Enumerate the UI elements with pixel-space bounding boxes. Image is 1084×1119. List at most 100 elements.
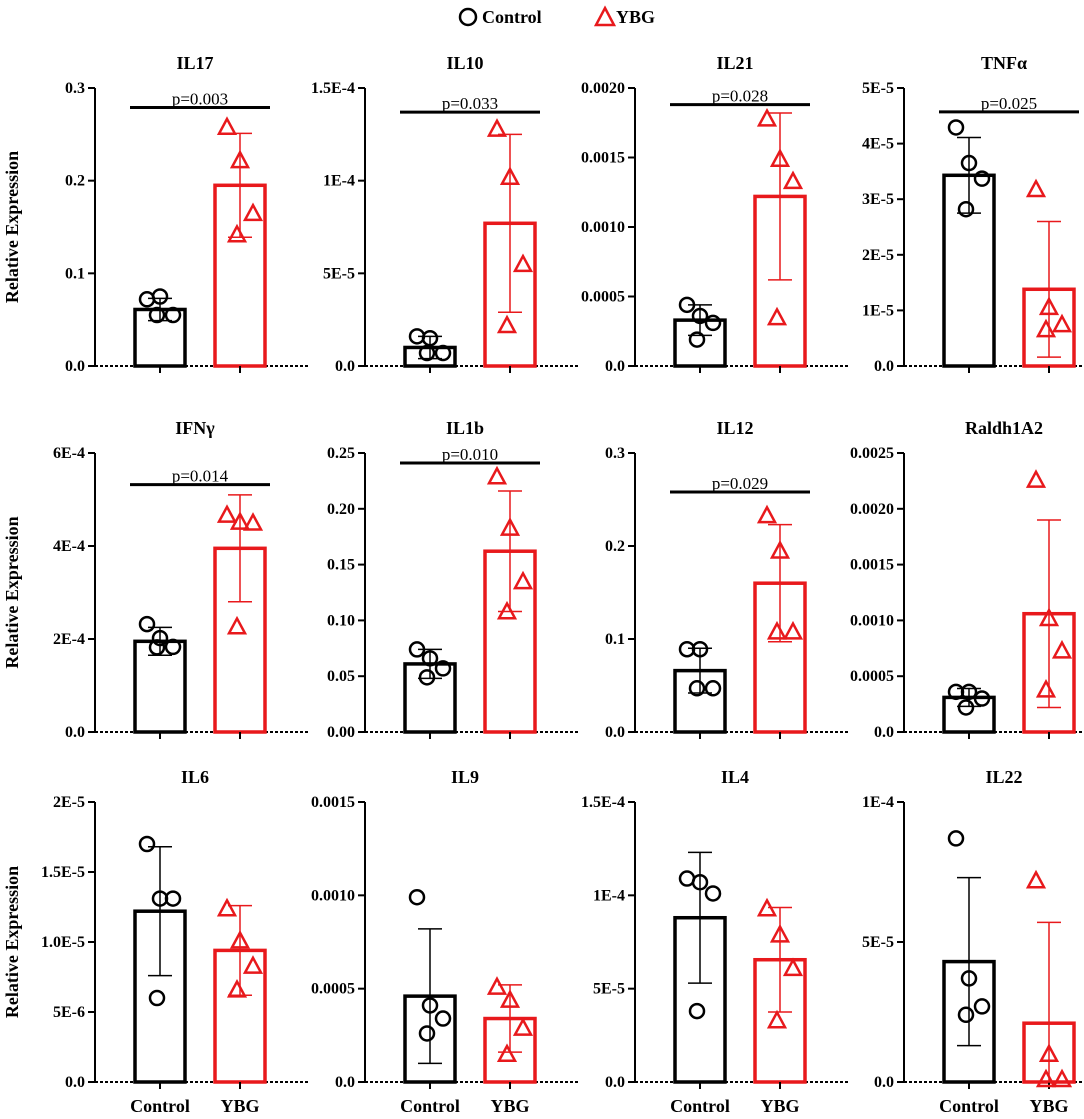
- x-tick-label-ybg: YBG: [220, 1096, 259, 1116]
- y-tick-label: 4E-5: [862, 136, 894, 153]
- data-point-triangle: [242, 955, 264, 974]
- data-point-triangle: [1051, 639, 1073, 659]
- data-point-triangle: [1035, 1068, 1057, 1088]
- y-tick-label: 0.0005: [581, 289, 625, 306]
- y-tick-label: 0.0015: [581, 150, 625, 167]
- panel-il17: IL17 Relative Expression 0.0 0.1 0.2 0.3 p=0.0…: [2, 53, 310, 375]
- panel-il12: IL12 0.0 0.1 0.2 0.3 p=0.029: [605, 418, 850, 741]
- data-point-triangle: [782, 620, 804, 640]
- y-tick-label: 0.0: [65, 1074, 85, 1091]
- y-tick-label: 2E-5: [53, 794, 85, 811]
- p-value-label: p=0.028: [712, 87, 768, 106]
- y-tick-label: 0.20: [327, 501, 355, 518]
- y-tick-label: 0.00: [327, 724, 355, 741]
- panels: IL17 Relative Expression 0.0 0.1 0.2 0.3 p=0.0…: [2, 53, 1084, 1116]
- y-tick-label: 0.0: [605, 1074, 625, 1091]
- y-tick-label: 5E-5: [323, 265, 355, 282]
- data-point-triangle: [512, 253, 534, 273]
- panel-tnfα: TNFα 0.0 1E-5 2E-5 3E-5 4E-5 5E-5 p=0.025: [862, 53, 1084, 375]
- y-tick-label: 1E-5: [862, 302, 894, 319]
- data-point-triangle: [496, 1043, 518, 1063]
- data-point-circle: [960, 154, 978, 172]
- x-tick-label-control: Control: [939, 1096, 999, 1116]
- panel-ifnγ: IFNγ Relative Expression 0.0 2E-4 4E-4 6E-4 p=…: [2, 418, 310, 741]
- y-tick-label: 2E-5: [862, 247, 894, 264]
- panel-raldh1a2: Raldh1A2 0.0 0.0005 0.0010 0.0015 0.0020 0.002…: [850, 418, 1084, 741]
- y-axis-label: Relative Expression: [2, 516, 22, 668]
- x-tick-label-ybg: YBG: [760, 1096, 799, 1116]
- panel-il1b: IL1b 0.00 0.05 0.10 0.15 0.20 0.25 p=0.010: [327, 418, 580, 741]
- data-point-triangle: [499, 166, 521, 186]
- data-point-triangle: [486, 118, 508, 137]
- data-point-triangle: [1038, 607, 1060, 627]
- data-point-circle: [418, 344, 436, 362]
- y-tick-label: 0.2: [605, 538, 625, 555]
- data-point-triangle: [756, 107, 778, 127]
- y-tick-label: 0.0015: [850, 557, 894, 574]
- x-tick-label-ybg: YBG: [490, 1096, 529, 1116]
- data-point-triangle: [499, 989, 521, 1008]
- panel-title: IL21: [716, 53, 753, 73]
- y-axis-label: Relative Expression: [2, 866, 22, 1018]
- data-point-triangle: [499, 517, 521, 536]
- y-tick-label: 0.0025: [850, 445, 894, 462]
- y-tick-label: 0.0: [874, 724, 894, 741]
- panel-title: TNFα: [981, 53, 1027, 73]
- y-tick-label: 1E-4: [323, 173, 355, 190]
- data-point-triangle: [496, 600, 518, 620]
- y-tick-label: 0.0005: [850, 668, 894, 685]
- y-tick-label: 1E-4: [593, 887, 625, 904]
- data-point-triangle: [766, 1009, 788, 1029]
- panel-il10: IL10 0.0 5E-5 1E-4 1.5E-4 p=0.033: [311, 53, 580, 375]
- panel-il9: IL9 0.0 0.0005 0.0010 0.0015 Control YBG: [311, 767, 580, 1116]
- panel-il22: IL22 0.0 5E-5 1E-4 Control YBG: [862, 767, 1084, 1116]
- data-point-triangle: [486, 976, 508, 995]
- data-point-circle: [973, 998, 991, 1015]
- y-tick-label: 3E-5: [862, 191, 894, 208]
- y-tick-label: 1E-4: [862, 794, 894, 811]
- y-tick-label: 0.2: [65, 173, 85, 190]
- circle-icon: [458, 7, 478, 27]
- data-point-circle: [148, 989, 166, 1007]
- panel-title: IL1b: [446, 418, 484, 438]
- data-point-circle: [688, 680, 706, 697]
- y-tick-label: 0.0: [335, 1074, 355, 1091]
- data-point-circle: [957, 200, 975, 218]
- y-tick-label: 0.25: [327, 445, 355, 462]
- data-point-triangle: [1038, 1043, 1060, 1063]
- data-point-circle: [421, 329, 439, 347]
- data-point-circle: [138, 291, 156, 308]
- legend: Control YBG: [458, 5, 655, 27]
- p-value-label: p=0.025: [981, 94, 1037, 113]
- data-point-triangle: [229, 149, 251, 169]
- data-point-triangle: [769, 923, 791, 943]
- data-point-circle: [960, 683, 978, 701]
- data-point-circle: [138, 835, 156, 853]
- data-point-triangle: [1051, 1068, 1073, 1088]
- data-point-triangle: [1025, 178, 1047, 198]
- panel-title: Raldh1A2: [965, 418, 1043, 438]
- data-point-circle: [678, 296, 696, 314]
- p-value-label: p=0.033: [442, 94, 498, 113]
- y-tick-label: 0.0020: [850, 501, 894, 518]
- y-tick-label: 0.0: [65, 358, 85, 375]
- y-tick-label: 0.0: [874, 358, 894, 375]
- data-point-circle: [973, 170, 991, 187]
- data-point-circle: [164, 890, 182, 907]
- y-tick-label: 0.3: [65, 80, 85, 97]
- data-point-circle: [148, 639, 166, 656]
- y-tick-label: 0.3: [605, 445, 625, 462]
- y-tick-label: 0.0015: [311, 794, 355, 811]
- panel-title: IL9: [451, 767, 479, 787]
- y-tick-label: 0.0: [874, 1074, 894, 1091]
- y-tick-label: 0.0: [605, 358, 625, 375]
- legend-label-control: Control: [482, 7, 542, 27]
- data-point-circle: [704, 314, 722, 332]
- data-point-triangle: [756, 897, 778, 917]
- data-point-circle: [691, 640, 709, 658]
- y-tick-label: 6E-4: [53, 445, 85, 462]
- data-point-triangle: [1035, 318, 1057, 338]
- y-tick-label: 2E-4: [53, 631, 85, 648]
- y-tick-label: 0.0010: [581, 219, 625, 236]
